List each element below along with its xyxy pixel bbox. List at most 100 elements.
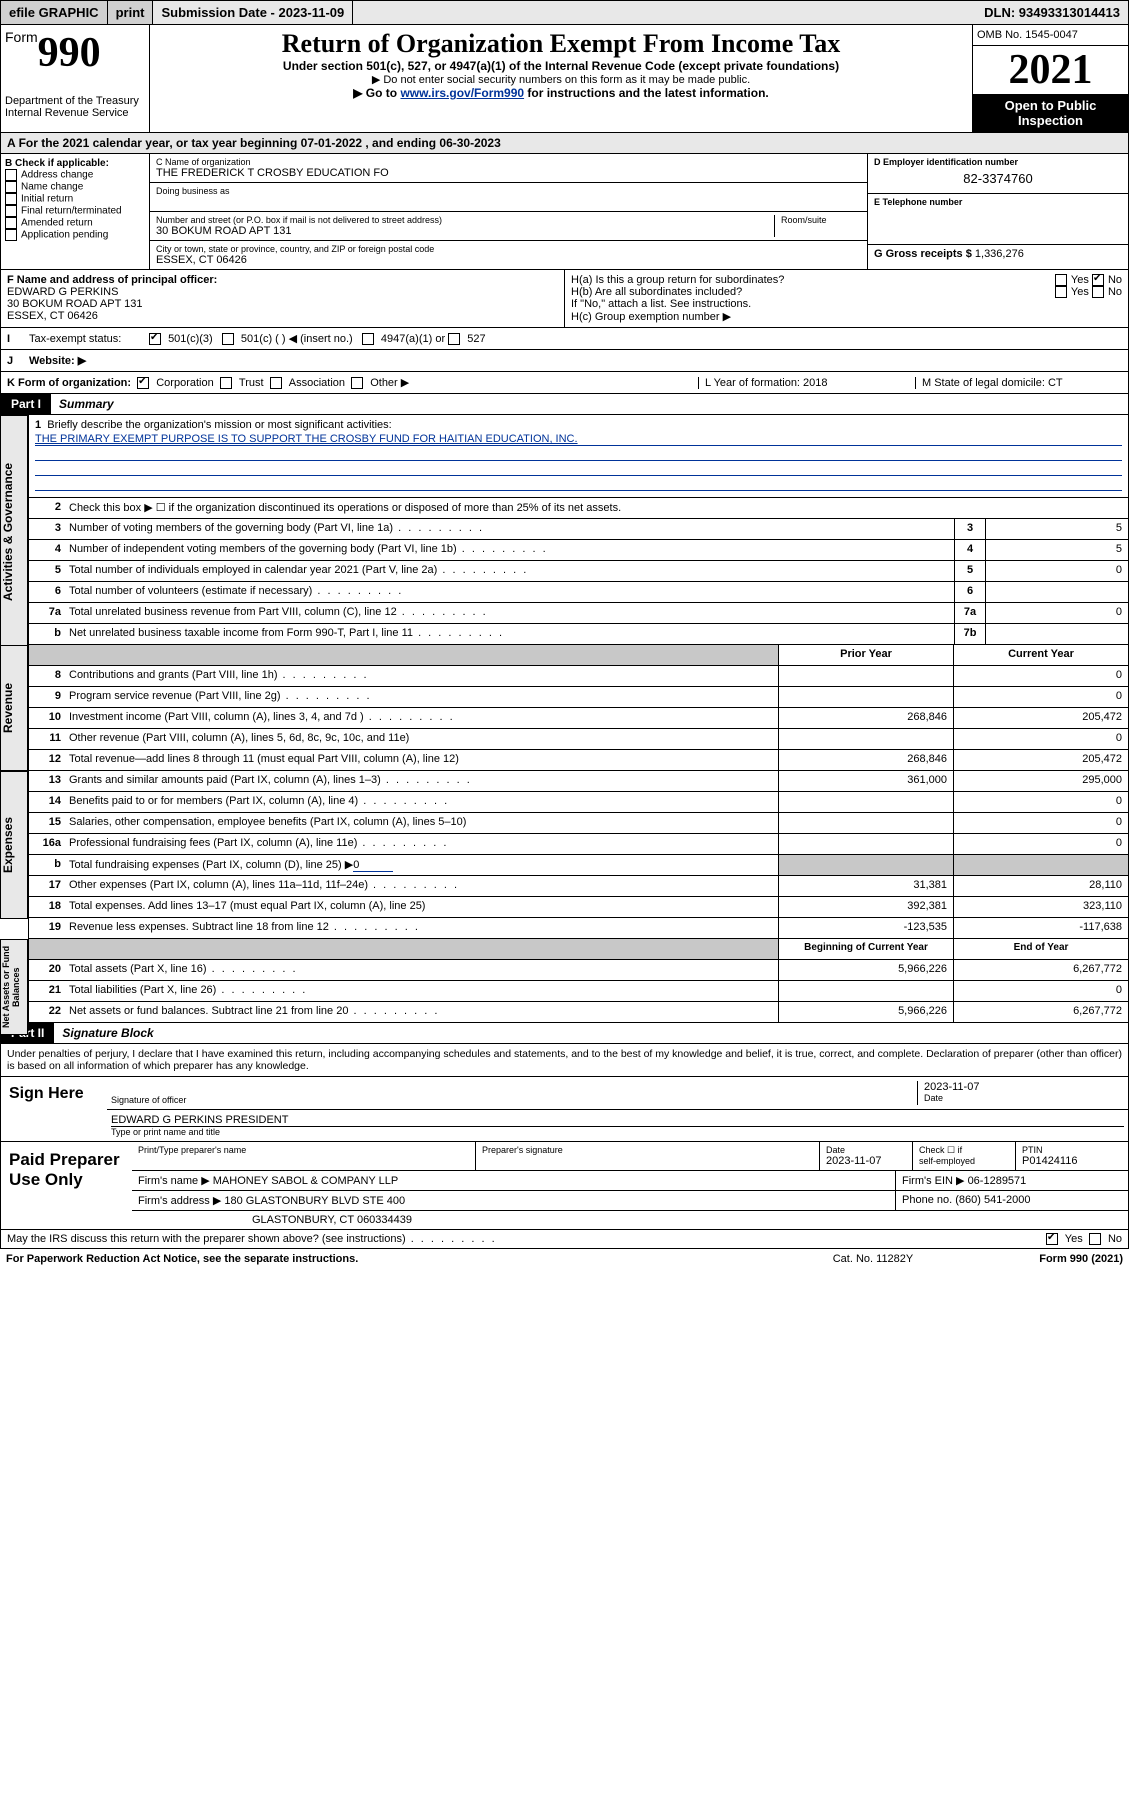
cb-ha-yes[interactable]: [1055, 274, 1067, 286]
line1-label: Briefly describe the organization's miss…: [47, 419, 391, 431]
cb-501c3[interactable]: [149, 333, 161, 345]
prep-date-label: Date: [826, 1145, 906, 1155]
line6-val: [985, 582, 1128, 602]
phone-label: E Telephone number: [874, 197, 1122, 207]
line8-cy: 0: [953, 666, 1128, 686]
cb-corp[interactable]: [137, 377, 149, 389]
line19-cy: -117,638: [953, 918, 1128, 938]
section-netassets: Net Assets or Fund Balances Beginning of…: [0, 939, 1129, 1023]
officer-addr2: ESSEX, CT 06426: [7, 310, 558, 322]
box-k: K Form of organization: Corporation Trus…: [7, 376, 698, 389]
cb-4947[interactable]: [362, 333, 374, 345]
line12-cy: 205,472: [953, 750, 1128, 770]
line8-text: Contributions and grants (Part VIII, lin…: [65, 666, 778, 686]
opt-4947: 4947(a)(1) or: [381, 333, 445, 345]
line14-py: [778, 792, 953, 812]
line12-py: 268,846: [778, 750, 953, 770]
k-label: K Form of organization:: [7, 377, 131, 389]
opt-527: 527: [467, 333, 485, 345]
opt-trust: Trust: [239, 377, 264, 389]
cb-other[interactable]: [351, 377, 363, 389]
cb-hb-no[interactable]: [1092, 286, 1104, 298]
line10-text: Investment income (Part VIII, column (A)…: [65, 708, 778, 728]
mission-text[interactable]: THE PRIMARY EXEMPT PURPOSE IS TO SUPPORT…: [35, 433, 578, 445]
sig-date-value: 2023-11-07: [924, 1081, 1124, 1093]
firm-ein-label: Firm's EIN ▶: [902, 1175, 965, 1187]
line2-text: Check this box ▶ ☐ if the organization d…: [65, 498, 1128, 518]
line5-val: 0: [985, 561, 1128, 581]
line3-text: Number of voting members of the governin…: [65, 519, 954, 539]
tab-expenses: Expenses: [0, 771, 28, 919]
part2-title: Signature Block: [54, 1023, 1128, 1043]
form-number: 990: [38, 30, 101, 76]
irs-form990-link[interactable]: www.irs.gov/Form990: [400, 86, 524, 100]
cb-assoc[interactable]: [270, 377, 282, 389]
cb-527[interactable]: [448, 333, 460, 345]
cb-hb-yes[interactable]: [1055, 286, 1067, 298]
line13-cy: 295,000: [953, 771, 1128, 791]
part1-title: Summary: [51, 394, 1128, 414]
line15-cy: 0: [953, 813, 1128, 833]
open-to-public: Open to Public Inspection: [973, 94, 1128, 132]
part1-header: Part I Summary: [0, 394, 1129, 415]
cb-discuss-yes[interactable]: [1046, 1233, 1058, 1245]
prep-selfemp-label2: self-employed: [919, 1156, 1009, 1166]
cb-app-pending[interactable]: [5, 229, 17, 241]
line17-cy: 28,110: [953, 876, 1128, 896]
line3-num: 3: [954, 519, 985, 539]
ein-value: 82-3374760: [874, 167, 1122, 190]
line9-cy: 0: [953, 687, 1128, 707]
line10-cy: 205,472: [953, 708, 1128, 728]
cb-address-change[interactable]: [5, 169, 17, 181]
line22-text: Net assets or fund balances. Subtract li…: [65, 1002, 778, 1022]
hb-yes: Yes: [1071, 286, 1089, 298]
line4-text: Number of independent voting members of …: [65, 540, 954, 560]
box-b: B Check if applicable: Address change Na…: [1, 154, 150, 269]
h-note: If "No," attach a list. See instructions…: [571, 298, 1122, 310]
tax-exempt-row: I Tax-exempt status: 501(c)(3) 501(c) ( …: [0, 328, 1129, 350]
address-label: Number and street (or P.O. box if mail i…: [156, 215, 774, 225]
line21-py: [778, 981, 953, 1001]
line19-py: -123,535: [778, 918, 953, 938]
ha-label: H(a) Is this a group return for subordin…: [571, 274, 1055, 286]
ptin-value: P01424116: [1022, 1155, 1122, 1167]
org-form-row: K Form of organization: Corporation Trus…: [0, 372, 1129, 394]
cb-trust[interactable]: [220, 377, 232, 389]
opt-other: Other ▶: [370, 377, 409, 389]
opt-assoc: Association: [289, 377, 345, 389]
box-b-title: B Check if applicable:: [5, 158, 145, 169]
cb-name-change[interactable]: [5, 181, 17, 193]
line17-py: 31,381: [778, 876, 953, 896]
lbl-amended: Amended return: [21, 218, 93, 229]
entity-block: B Check if applicable: Address change Na…: [0, 154, 1129, 270]
sig-officer-label: Signature of officer: [111, 1081, 917, 1105]
discuss-row: May the IRS discuss this return with the…: [0, 1230, 1129, 1249]
tab-governance: Activities & Governance: [0, 415, 28, 649]
line7b-val: [985, 624, 1128, 644]
efile-graphic-button[interactable]: efile GRAPHIC: [1, 1, 108, 24]
discuss-question: May the IRS discuss this return with the…: [7, 1233, 1046, 1245]
print-button[interactable]: print: [108, 1, 154, 24]
prep-selfemp-label1: Check ☐ if: [919, 1145, 962, 1155]
officer-label: F Name and address of principal officer:: [7, 274, 558, 286]
cb-final-return[interactable]: [5, 205, 17, 217]
paid-preparer-block: Paid Preparer Use Only Print/Type prepar…: [0, 1142, 1129, 1230]
line14-text: Benefits paid to or for members (Part IX…: [65, 792, 778, 812]
cb-amended[interactable]: [5, 217, 17, 229]
cb-discuss-no[interactable]: [1089, 1233, 1101, 1245]
tax-exempt-label: Tax-exempt status:: [29, 333, 149, 345]
gross-receipts-value: 1,336,276: [975, 248, 1024, 260]
cb-initial-return[interactable]: [5, 193, 17, 205]
opt-501c: 501(c) ( ) ◀ (insert no.): [241, 332, 353, 345]
cb-501c[interactable]: [222, 333, 234, 345]
line18-py: 392,381: [778, 897, 953, 917]
opt-501c3: 501(c)(3): [168, 333, 213, 345]
line5-text: Total number of individuals employed in …: [65, 561, 954, 581]
box-h: H(a) Is this a group return for subordin…: [565, 270, 1128, 327]
form-id-block: Form990 Department of the Treasury Inter…: [1, 25, 150, 132]
lbl-address-change: Address change: [21, 170, 93, 181]
cb-ha-no[interactable]: [1092, 274, 1104, 286]
line16b-text: Total fundraising expenses (Part IX, col…: [69, 859, 353, 871]
line11-text: Other revenue (Part VIII, column (A), li…: [65, 729, 778, 749]
line22-py: 5,966,226: [778, 1002, 953, 1022]
